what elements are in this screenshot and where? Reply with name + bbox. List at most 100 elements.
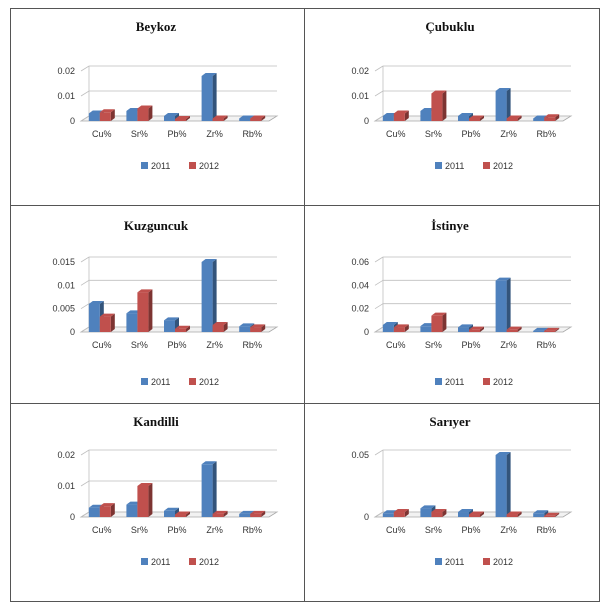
bar-2011-top	[201, 73, 217, 76]
category-label: Sr%	[131, 340, 148, 350]
bar-2011-top	[239, 323, 255, 327]
y-tick-label: 0	[364, 327, 369, 337]
chart-istinye: İstinye 0 0.02 0.04 0.06 Cu% Sr% Pb% Zr% Rb% 2011 2…	[351, 218, 573, 387]
bar-2012-side	[442, 90, 447, 121]
bar-2012	[212, 325, 224, 333]
gridline	[374, 65, 571, 72]
bar-2012	[431, 511, 443, 517]
bar-2012-top	[212, 322, 228, 326]
bar-2012	[250, 513, 262, 517]
legend-label: 2011	[445, 161, 464, 171]
gridline	[374, 90, 571, 97]
bar-2012	[544, 515, 556, 517]
bar-2011-top	[495, 88, 511, 91]
bar-2011	[382, 325, 394, 333]
category-label: Zr%	[500, 129, 516, 139]
bar-2011-top	[495, 451, 511, 455]
bar-2011-side	[212, 460, 217, 517]
bar-2012-top	[506, 115, 522, 119]
gridline	[80, 65, 277, 72]
bar-2012-top	[137, 105, 153, 109]
bar-2012-side	[110, 109, 115, 121]
bar-2012-side	[555, 328, 560, 333]
chart-kuzguncuk: Kuzguncuk 0 0.005 0.01 0.015 Cu% Sr% Pb% Zr% Rb% 2…	[52, 218, 279, 387]
gridline	[80, 480, 277, 486]
bar-2012	[175, 119, 186, 121]
bar-2011	[495, 91, 507, 121]
bar-2012-side	[148, 289, 153, 333]
bar-2011	[420, 326, 432, 333]
bar-2012-top	[393, 508, 409, 512]
bar-2011-top	[164, 507, 179, 511]
category-label: Cu%	[92, 340, 112, 350]
bar-2011	[495, 280, 507, 333]
bar-2012-top	[175, 326, 190, 330]
bar-2011-top	[164, 113, 179, 116]
y-tick-label: 0	[364, 512, 369, 522]
bar-2012	[250, 118, 262, 121]
bar-2012-side	[404, 508, 409, 517]
bar-2012	[175, 329, 186, 333]
bar-2012	[431, 315, 443, 333]
chart-panel-kuzguncuk: Kuzguncuk 0 0.005 0.01 0.015 Cu% Sr% Pb% Zr% Rb% 2…	[11, 206, 305, 404]
bar-2011	[88, 507, 100, 517]
bar-2012-top	[431, 312, 447, 316]
bar-2012-top	[469, 326, 484, 330]
bar-2011	[88, 113, 100, 121]
bar-2012	[137, 292, 149, 333]
legend-label: 2012	[199, 557, 219, 567]
bar-2012-top	[544, 114, 560, 118]
category-label: Sr%	[131, 525, 148, 535]
bar-2012	[469, 514, 480, 517]
bar-2012-side	[261, 115, 266, 121]
category-label: Sr%	[131, 129, 148, 139]
bar-2011	[239, 118, 251, 121]
bar-2011-top	[458, 113, 473, 116]
bar-2012-side	[404, 110, 409, 121]
category-label: Zr%	[500, 525, 516, 535]
chart-panel-beykoz: Beykoz 0 0.01 0.02 Cu% Sr% Pb% Zr% Rb% 2011 2012	[11, 9, 305, 207]
bar-2012-side	[223, 322, 228, 333]
bar-2012	[544, 117, 556, 121]
bar-2011	[533, 512, 545, 517]
bar-2012-top	[506, 511, 522, 515]
bar-2012	[469, 329, 480, 333]
bar-2012-side	[261, 510, 266, 517]
legend-swatch-2011	[435, 378, 442, 386]
bar-2011	[495, 454, 507, 517]
bar-2012-top	[431, 508, 447, 512]
bar-2012	[469, 118, 480, 121]
bar-2011-top	[164, 317, 179, 321]
chart-panel-sariyer: Sarıyer 0 0.05 Cu% Sr% Pb% Zr% Rb% 2011 2012	[305, 404, 599, 601]
gridline	[80, 256, 277, 263]
bar-2012-top	[137, 482, 153, 486]
chart-panel-istinye: İstinye 0 0.02 0.04 0.06 Cu% Sr% Pb% Zr% Rb% 2011 2…	[305, 206, 599, 404]
category-label: Cu%	[92, 525, 112, 535]
category-label: Sr%	[425, 129, 442, 139]
bar-2012-side	[517, 511, 522, 517]
category-label: Zr%	[206, 525, 223, 535]
bar-2012-side	[110, 313, 115, 333]
bar-2011	[458, 116, 469, 121]
legend-swatch-2011	[435, 162, 442, 169]
bar-2011-top	[382, 322, 398, 326]
bar-2012	[431, 93, 443, 121]
legend-label: 2011	[445, 377, 464, 387]
bar-2012-side	[480, 326, 484, 333]
bar-2011	[382, 116, 394, 121]
bar-2012-side	[404, 324, 409, 333]
bar-2012-side	[442, 508, 447, 517]
bar-2011	[201, 76, 213, 121]
bar-2012-side	[442, 312, 447, 333]
bar-2012	[99, 316, 111, 333]
legend-swatch-2012	[483, 162, 490, 169]
y-tick-label: 0.02	[351, 304, 369, 314]
bar-2011-top	[239, 115, 255, 119]
legend-label: 2011	[445, 557, 464, 567]
bar-2012-top	[469, 115, 484, 119]
bar-2011	[164, 510, 175, 517]
bar-2012	[137, 485, 149, 517]
gridline	[80, 449, 277, 455]
bar-2011	[126, 504, 138, 517]
y-tick-label: 0	[70, 116, 75, 126]
